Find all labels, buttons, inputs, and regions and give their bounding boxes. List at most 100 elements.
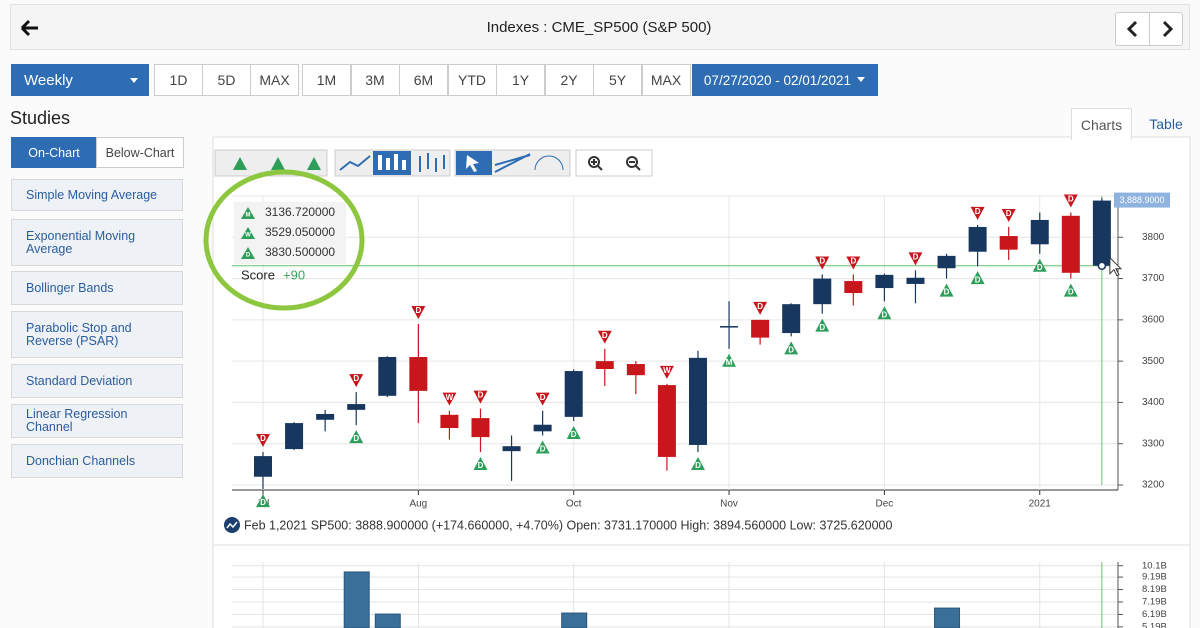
signal-label: D — [695, 461, 701, 470]
score-value: +90 — [283, 267, 305, 282]
period-button[interactable]: 1M — [302, 64, 351, 96]
y-tick-label: 3200 — [1142, 480, 1165, 491]
signal-label: D — [819, 257, 825, 266]
signal-up — [690, 456, 705, 470]
candle-body — [316, 413, 335, 420]
x-tick-label: Aug — [409, 499, 427, 510]
status-line: Feb 1,2021 SP500: 3888.900000 (+174.6600… — [244, 518, 893, 532]
period-button[interactable]: 2Y — [544, 64, 594, 96]
x-tick-label: 2021 — [1029, 499, 1052, 510]
study-item[interactable]: Linear Regression Channel — [11, 404, 183, 438]
volume-tick-label: 5.19B — [1142, 621, 1167, 628]
price-plot: 3200330034003500360037003800JulAugOctNov… — [232, 192, 1170, 628]
view-tab[interactable]: Table — [1149, 116, 1183, 132]
nav-divider — [1149, 13, 1150, 45]
cursor-dot — [1097, 261, 1107, 270]
pointer-icon — [466, 155, 479, 172]
date-range-label: 07/27/2020 - 02/01/2021 — [703, 72, 852, 88]
signal-up — [1063, 283, 1078, 297]
signal-label: D — [478, 391, 484, 400]
signal-down — [256, 433, 270, 447]
zoom-in[interactable] — [588, 156, 600, 168]
signal-down — [597, 330, 612, 344]
next-button[interactable] — [1150, 13, 1184, 45]
volume-bar — [561, 612, 588, 628]
period-button[interactable]: MAX — [641, 64, 691, 96]
candle-body — [533, 424, 552, 432]
signal-down — [1063, 194, 1078, 208]
candle-body — [347, 404, 366, 410]
signal-label: M — [726, 358, 733, 367]
study-tab[interactable]: Below-Chart — [96, 137, 184, 168]
signal-icons — [233, 157, 321, 170]
study-item[interactable]: Exponential Moving Average — [11, 219, 183, 266]
candle-body — [502, 446, 521, 452]
candle-body — [844, 281, 863, 294]
period-button[interactable]: 5Y — [593, 64, 642, 96]
signal-up — [815, 318, 830, 332]
signal-down — [846, 256, 861, 270]
info-value: 3136.720000 — [265, 205, 335, 219]
candle-body — [564, 371, 583, 417]
info-signal — [241, 207, 255, 219]
signal-down — [473, 390, 488, 404]
signal-up — [939, 283, 954, 297]
range-button[interactable]: 5D — [202, 64, 251, 96]
candle-body — [378, 357, 397, 396]
candle-body — [657, 385, 676, 457]
period-button[interactable]: YTD — [447, 64, 497, 96]
study-item[interactable]: Simple Moving Average — [11, 179, 183, 211]
candle-body — [285, 423, 304, 450]
signal-label: D — [353, 434, 359, 443]
signal-label: D — [540, 393, 546, 402]
range-button[interactable]: MAX — [250, 64, 299, 96]
signal-up — [566, 426, 581, 440]
signal-up — [970, 271, 985, 285]
zoom-tools[interactable] — [575, 149, 653, 177]
study-item[interactable]: Parabolic Stop and Reverse (PSAR) — [11, 311, 183, 358]
signal-label: D — [353, 374, 359, 383]
signal-up — [877, 306, 892, 320]
view-tab[interactable]: Charts — [1071, 108, 1132, 140]
nav-buttons — [1115, 12, 1183, 46]
zoom-out[interactable] — [626, 156, 638, 168]
signal-down — [411, 305, 426, 319]
candle-body — [688, 357, 707, 445]
period-button[interactable]: 3M — [350, 64, 400, 96]
score-label: Score — [241, 267, 275, 282]
candle-icon — [419, 153, 445, 172]
volume-tick-label: 6.19B — [1142, 609, 1167, 620]
study-item[interactable]: Bollinger Bands — [11, 271, 183, 305]
date-range-select[interactable]: 07/27/2020 - 02/01/2021 — [692, 64, 878, 96]
signal-up — [1032, 258, 1047, 272]
candle-body — [1030, 219, 1049, 245]
signal-label: D — [602, 331, 608, 340]
candle-body — [595, 361, 614, 369]
signal-label: D — [1006, 209, 1012, 218]
chart-tools[interactable] — [214, 149, 653, 177]
y-tick-label: 3700 — [1142, 273, 1165, 284]
candle-body — [906, 277, 925, 284]
fib-icon — [534, 155, 564, 171]
study-tab[interactable]: On-Chart — [11, 137, 97, 168]
range-button[interactable]: 1D — [154, 64, 203, 96]
period-button[interactable]: 6M — [399, 64, 448, 96]
study-item[interactable]: Standard Deviation — [11, 364, 183, 398]
candle-body — [999, 236, 1018, 250]
signal-up — [473, 456, 488, 470]
last-price-label: 3,888.9000 — [1119, 195, 1164, 205]
signal-label: D — [944, 288, 950, 297]
prev-button[interactable] — [1116, 13, 1150, 45]
signal-up — [722, 353, 737, 367]
back-button[interactable] — [19, 17, 41, 39]
volume-bar — [934, 607, 961, 628]
signal-label: D — [415, 306, 421, 315]
last-price-box — [1114, 192, 1170, 208]
period-button[interactable]: 1Y — [496, 64, 545, 96]
trend-icon — [494, 153, 531, 173]
study-item[interactable]: Donchian Channels — [11, 444, 183, 478]
signal-down — [659, 365, 674, 379]
bar-icon — [378, 154, 406, 170]
y-tick-label: 3800 — [1142, 232, 1165, 243]
interval-select[interactable]: Weekly — [11, 64, 149, 96]
